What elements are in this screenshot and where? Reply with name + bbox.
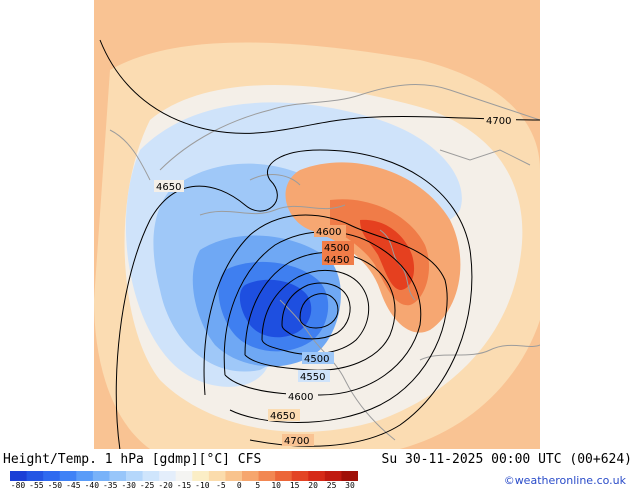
- colorbar-tick-label: -20: [158, 481, 173, 490]
- colorbar-swatch: [175, 471, 193, 481]
- colorbar-tick-label: -80: [10, 481, 26, 490]
- contour-label: 4700: [284, 436, 309, 447]
- temperature-field: [94, 0, 540, 449]
- colorbar-tick-label: 15: [289, 481, 300, 490]
- colorbar-tick-label: -30: [121, 481, 136, 490]
- colorbar-tick-label: 25: [326, 481, 337, 490]
- colorbar-tick-label: 10: [271, 481, 282, 490]
- colorbar-swatch: [258, 471, 276, 481]
- colorbar-tick-label: 30: [345, 481, 355, 490]
- colorbar-swatch: [192, 471, 210, 481]
- contour-label: 4600: [316, 227, 341, 238]
- colorbar-swatch: [242, 471, 260, 481]
- map-canvas: 4700 4650 4600 4500 4450 4500 4550 4600 …: [94, 0, 540, 449]
- colorbar-tick-label: 20: [308, 481, 318, 490]
- colorbar-swatch: [159, 471, 177, 481]
- footer-bar: Height/Temp. 1 hPa [gdmp][°C] CFS Su 30-…: [0, 449, 634, 490]
- colorbar-ticks: -80 -55 -50 -45 -40 -35 -30 -25 -20 -15 -10 -5 0 5 10 1…: [0, 482, 360, 492]
- colorbar-tick-label: 5: [255, 481, 261, 490]
- contour-label: 4650: [270, 411, 295, 422]
- colorbar-swatch: [10, 471, 28, 481]
- contour-label: 4550: [300, 372, 325, 383]
- colorbar-tick-label: -10: [195, 481, 210, 490]
- colorbar-swatch: [275, 471, 293, 481]
- colorbar-swatch: [92, 471, 110, 481]
- colorbar-swatch: [324, 471, 342, 481]
- contour-label-layer: 4700 4650 4600 4500 4450 4500 4550 4600 …: [154, 114, 516, 447]
- colorbar-tick-label: -55: [29, 481, 44, 490]
- colorbar-swatch: [76, 471, 94, 481]
- contour-label: 4600: [288, 392, 313, 403]
- colorbar-swatch: [208, 471, 226, 481]
- contour-label: 4650: [156, 182, 181, 193]
- colorbar-swatch: [26, 471, 44, 481]
- weather-map: 4700 4650 4600 4500 4450 4500 4550 4600 …: [94, 0, 540, 449]
- colorbar-tick-label: -50: [47, 481, 63, 490]
- contour-label: 4500: [324, 243, 349, 254]
- colorbar-swatch: [341, 471, 358, 481]
- colorbar-swatch: [109, 471, 127, 481]
- colorbar: [10, 471, 358, 481]
- colorbar-swatch: [291, 471, 309, 481]
- contour-label: 4500: [304, 354, 329, 365]
- colorbar-swatch: [142, 471, 160, 481]
- colorbar-swatch: [308, 471, 326, 481]
- colorbar-swatch: [225, 471, 243, 481]
- colorbar-tick-label: -25: [139, 481, 155, 490]
- colorbar-swatch: [126, 471, 144, 481]
- colorbar-tick-label: -15: [176, 481, 192, 490]
- contour-label: 4450: [324, 255, 349, 266]
- colorbar-tick-label: -35: [102, 481, 118, 490]
- valid-time: Su 30-11-2025 00:00 UTC (00+624): [381, 452, 632, 467]
- colorbar-tick-label: -45: [66, 481, 81, 490]
- colorbar-swatch: [43, 471, 61, 481]
- colorbar-tick-label: -5: [216, 481, 226, 490]
- contour-label: 4700: [486, 116, 511, 127]
- colorbar-tick-label: 0: [236, 481, 242, 490]
- colorbar-swatch: [59, 471, 77, 481]
- credit-link[interactable]: ©weatheronline.co.uk: [503, 474, 626, 487]
- colorbar-tick-label: -40: [84, 481, 100, 490]
- map-title: Height/Temp. 1 hPa [gdmp][°C] CFS: [3, 452, 262, 467]
